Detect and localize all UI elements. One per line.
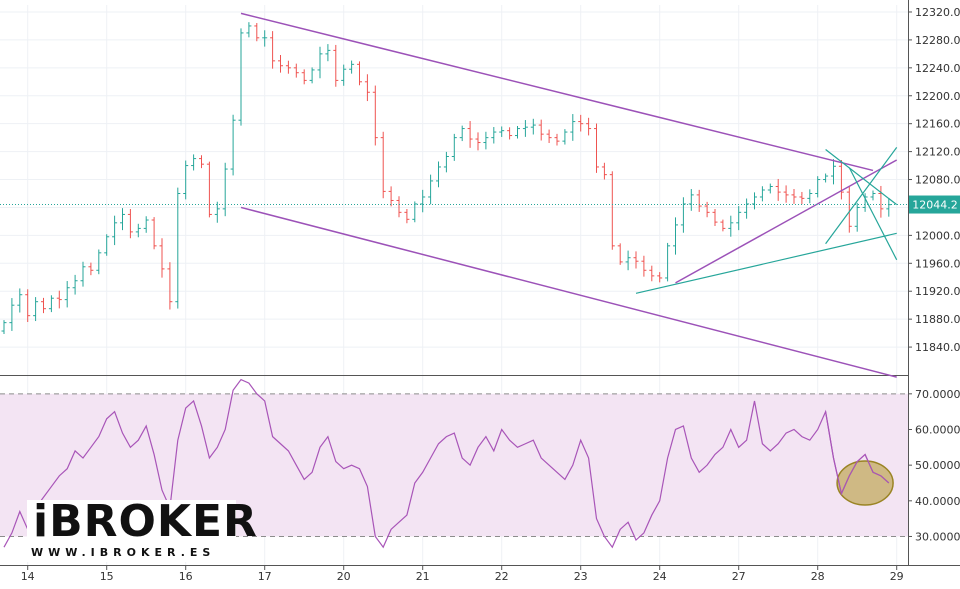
trend-line [848, 167, 898, 261]
price-tick-label: 12320.0 [915, 6, 960, 19]
rsi-tick-label: 30.0000 [915, 530, 960, 543]
trend-line [240, 206, 897, 378]
time-tick-label: 27 [732, 570, 746, 583]
price-tick-label: 12120.0 [915, 146, 960, 159]
rsi-tick-label: 60.0000 [915, 423, 960, 436]
price-tick-label: 12240.0 [915, 62, 960, 75]
rsi-line-tail [825, 411, 890, 496]
ibroker-logo: iBROKER WWW.IBROKER.ES [27, 496, 257, 562]
logo-wordmark: iBROKER [33, 496, 258, 547]
current-price-label: 12044.2 [912, 199, 958, 212]
trend-line [635, 232, 897, 294]
logo-url: WWW.IBROKER.ES [31, 546, 216, 559]
price-tick-label: 11840.0 [915, 341, 960, 354]
rsi-tick-label: 40.0000 [915, 495, 960, 508]
price-tick-label: 12080.0 [915, 174, 960, 187]
time-tick-label: 16 [179, 570, 193, 583]
time-tick-label: 17 [258, 570, 272, 583]
trend-line [675, 159, 898, 284]
time-tick-label: 24 [653, 570, 667, 583]
time-tick-label: 21 [416, 570, 430, 583]
time-tick-label: 29 [890, 570, 904, 583]
price-tick-label: 12000.0 [915, 229, 960, 242]
time-tick-label: 14 [21, 570, 35, 583]
price-tick-label: 11880.0 [915, 313, 960, 326]
time-tick-label: 23 [574, 570, 588, 583]
rsi-line [3, 378, 890, 549]
price-tick-label: 12280.0 [915, 34, 960, 47]
trend-line [240, 12, 874, 172]
price-tick-label: 12200.0 [915, 90, 960, 103]
rsi-tick-label: 70.0000 [915, 388, 960, 401]
rsi-tick-label: 50.0000 [915, 459, 960, 472]
price-tick-label: 12160.0 [915, 118, 960, 131]
trend-line [825, 147, 898, 245]
price-tick-label: 11920.0 [915, 285, 960, 298]
time-tick-label: 20 [337, 570, 351, 583]
time-tick-label: 28 [811, 570, 825, 583]
price-tick-label: 11960.0 [915, 257, 960, 270]
time-tick-label: 15 [100, 570, 114, 583]
time-tick-label: 22 [495, 570, 509, 583]
current-price-badge [909, 195, 960, 214]
trend-line [825, 149, 898, 206]
